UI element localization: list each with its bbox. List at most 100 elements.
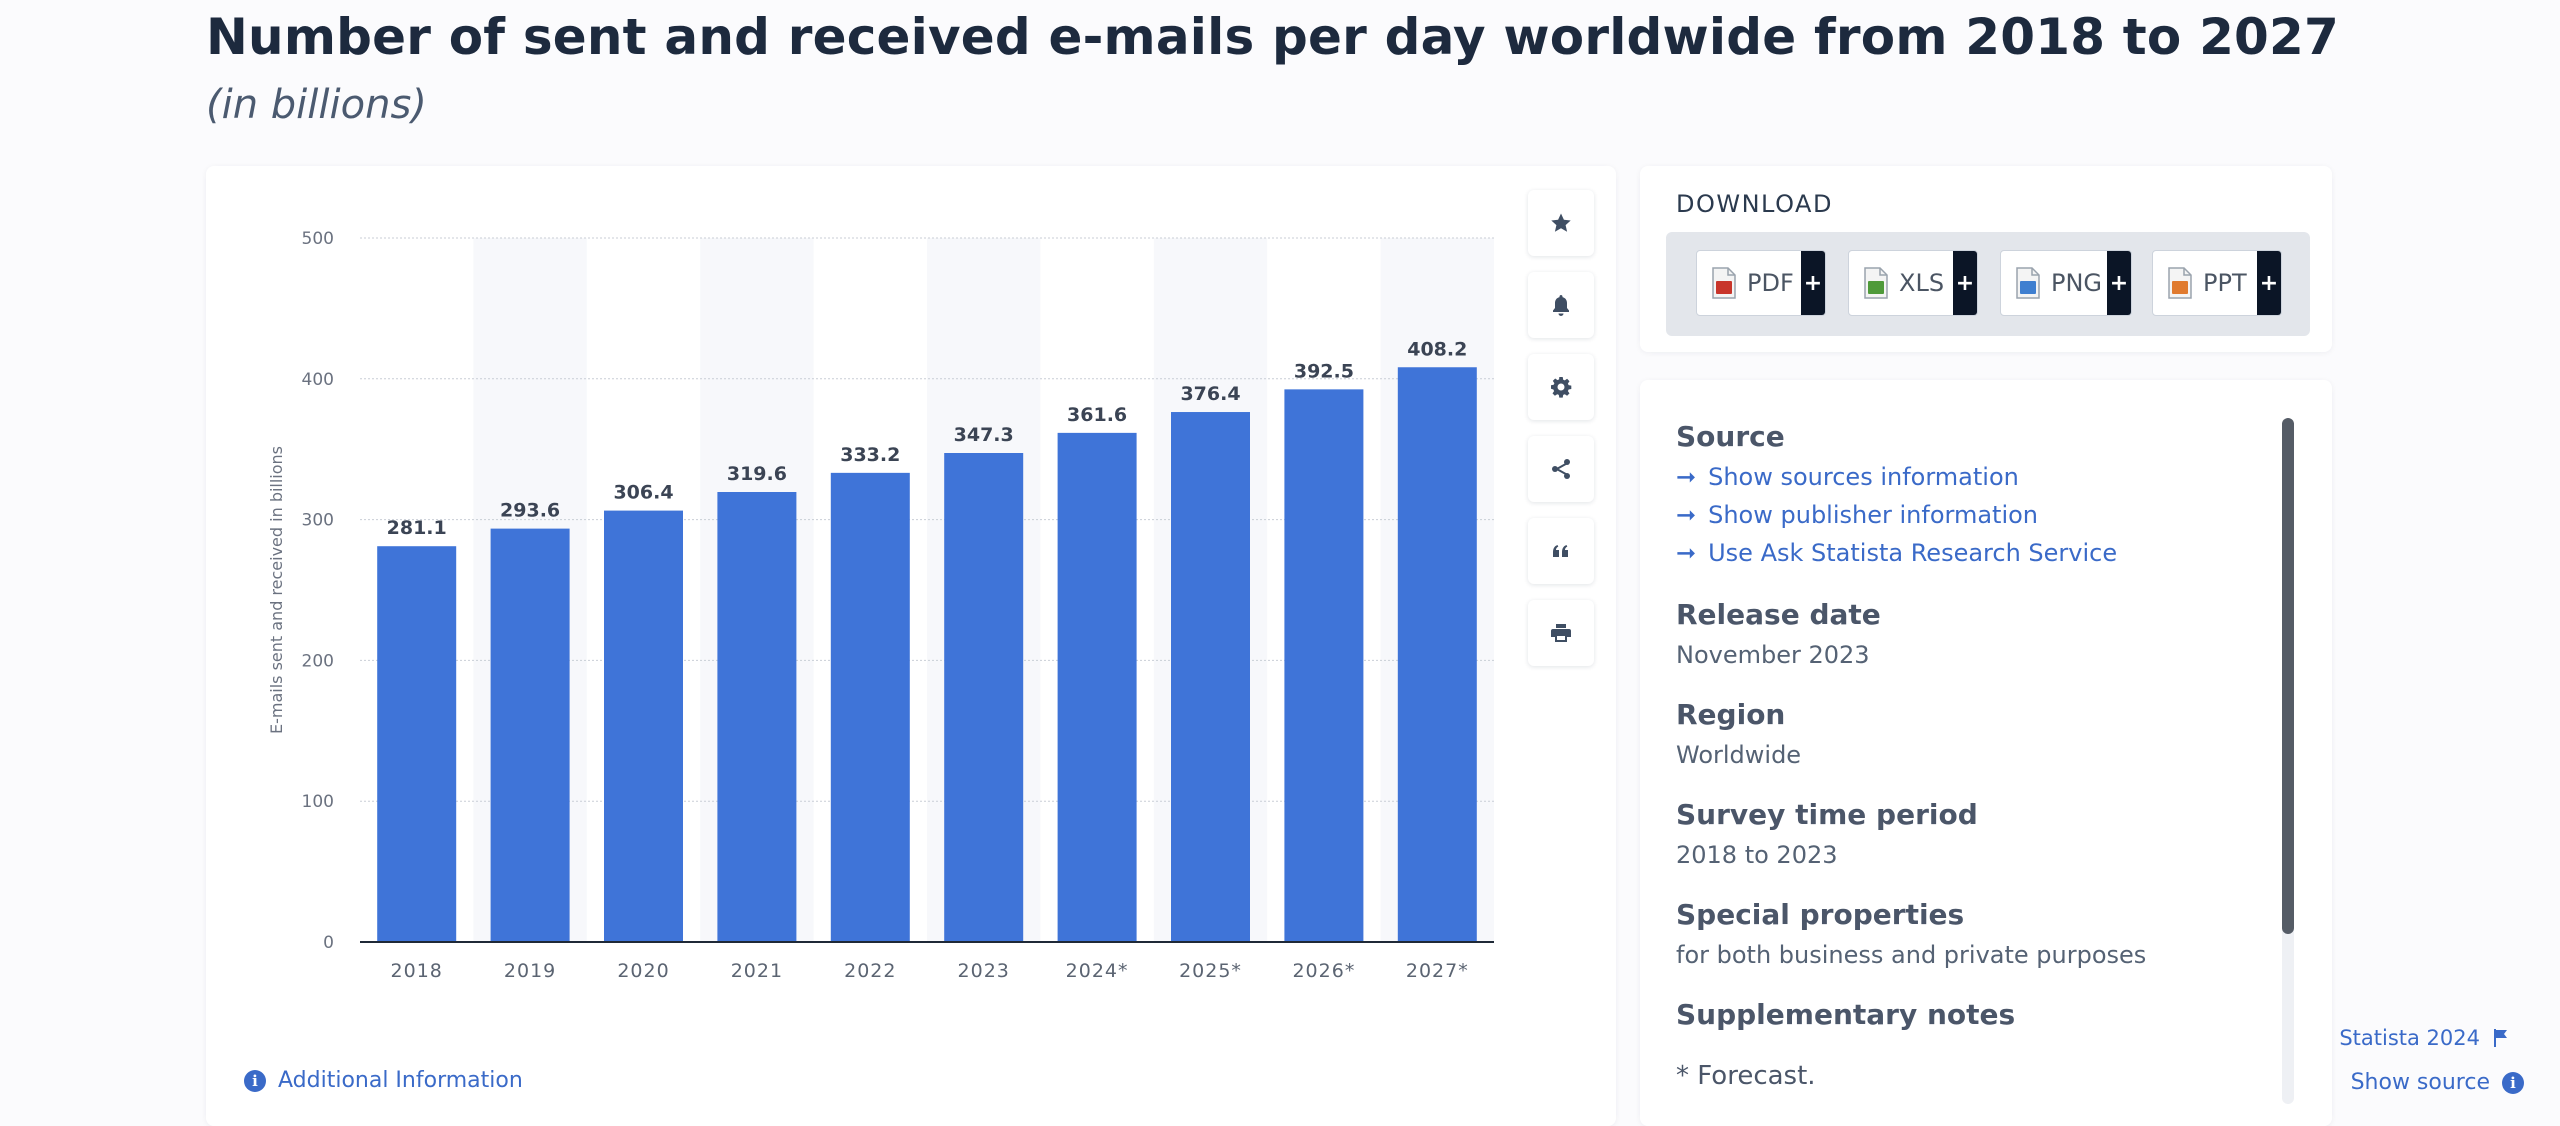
data-label: 333.2 — [840, 444, 900, 466]
bar — [1057, 432, 1137, 942]
region-section: Region Worldwide — [1676, 698, 1801, 769]
data-label: 361.6 — [1067, 404, 1127, 426]
notification-button[interactable] — [1528, 272, 1594, 338]
data-label: 347.3 — [954, 424, 1014, 446]
bar — [604, 510, 683, 942]
arrow-right-icon: ➞ — [1676, 463, 1697, 491]
y-tick-label: 500 — [302, 229, 334, 249]
bar — [830, 472, 910, 942]
survey-period-section: Survey time period 2018 to 2023 — [1676, 798, 1978, 869]
additional-information-label: Additional Information — [278, 1068, 523, 1093]
scrollbar-thumb[interactable] — [2282, 418, 2294, 934]
bar — [717, 492, 797, 942]
supplementary-notes-section: Supplementary notes * Forecast. — [1676, 998, 2015, 1091]
bell-icon — [1553, 295, 1569, 316]
download-pdf-label: PDF — [1747, 269, 1794, 297]
data-label: 392.5 — [1294, 360, 1354, 382]
bar — [1397, 367, 1477, 942]
star-icon — [1551, 213, 1571, 232]
show-publisher-label: Show publisher information — [1708, 501, 2039, 529]
cite-button[interactable] — [1528, 518, 1594, 584]
plus-icon: + — [2107, 251, 2131, 315]
y-tick-label: 0 — [323, 933, 334, 953]
plus-icon: + — [2257, 251, 2281, 315]
data-label: 293.6 — [500, 500, 560, 522]
supplementary-notes-heading: Supplementary notes — [1676, 998, 2016, 1031]
x-tick-label: 2027* — [1406, 960, 1469, 982]
data-label: 319.6 — [727, 463, 787, 485]
bar — [490, 528, 570, 942]
y-tick-label: 100 — [302, 792, 334, 812]
survey-period-heading: Survey time period — [1676, 798, 1978, 831]
source-section: Source ➞ Show sources information ➞ Show p… — [1676, 420, 2117, 577]
arrow-right-icon: ➞ — [1676, 501, 1697, 529]
plus-icon: + — [1953, 251, 1977, 315]
download-ppt-label: PPT — [2203, 269, 2247, 297]
pdf-file-icon — [1711, 267, 1737, 299]
y-tick-label: 300 — [302, 511, 334, 531]
print-button[interactable] — [1528, 600, 1594, 666]
y-tick-label: 200 — [302, 651, 334, 671]
show-source-label: Show source — [2350, 1070, 2490, 1095]
page-title: Number of sent and received e-mails per … — [206, 8, 2340, 66]
statistic-details-panel: Source ➞ Show sources information ➞ Show p… — [1640, 380, 2332, 1126]
show-source-link[interactable]: Show source i — [2351, 1070, 2524, 1095]
download-buttons: PDF + XLS + PNG + PPT + — [1666, 232, 2310, 336]
favorite-button[interactable] — [1528, 190, 1594, 256]
x-tick-label: 2023 — [958, 960, 1010, 982]
ppt-file-icon — [2167, 267, 2193, 299]
y-axis-title: E-mails sent and received in billions — [267, 446, 286, 734]
plus-icon: + — [1801, 251, 1825, 315]
x-tick-label: 2026* — [1292, 960, 1355, 982]
show-publisher-link[interactable]: ➞ Show publisher information — [1676, 501, 2117, 529]
download-png-label: PNG — [2051, 269, 2103, 297]
bar — [1171, 412, 1250, 942]
data-label: 281.1 — [387, 517, 447, 539]
download-xls-label: XLS — [1899, 269, 1945, 297]
bar — [1284, 389, 1364, 942]
region-heading: Region — [1676, 698, 1786, 731]
release-date-value: November 2023 — [1676, 641, 1870, 669]
special-properties-section: Special properties for both business and… — [1676, 898, 2146, 969]
arrow-right-icon: ➞ — [1676, 539, 1697, 567]
region-value: Worldwide — [1676, 741, 1802, 769]
x-tick-label: 2021 — [731, 960, 783, 982]
ask-statista-label: Use Ask Statista Research Service — [1708, 539, 2118, 567]
x-tick-label: 2018 — [391, 960, 443, 982]
print-icon — [1551, 624, 1571, 642]
x-tick-label: 2020 — [617, 960, 669, 982]
download-png-button[interactable]: PNG + — [2000, 250, 2132, 316]
download-ppt-button[interactable]: PPT + — [2152, 250, 2282, 316]
data-label: 408.2 — [1407, 338, 1467, 360]
bar — [944, 453, 1024, 942]
data-label: 376.4 — [1180, 383, 1240, 405]
download-panel: DOWNLOAD PDF + XLS + PNG + PPT + — [1640, 166, 2332, 352]
share-button[interactable] — [1528, 436, 1594, 502]
download-xls-button[interactable]: XLS + — [1848, 250, 1978, 316]
source-heading: Source — [1676, 420, 1785, 453]
release-date-heading: Release date — [1676, 598, 1881, 631]
flag-icon — [2494, 1029, 2507, 1047]
show-sources-label: Show sources information — [1708, 463, 2019, 491]
additional-information-link[interactable]: i Additional Information — [244, 1068, 523, 1093]
page-subtitle: (in billions) — [206, 82, 427, 128]
info-icon: i — [2502, 1071, 2524, 1094]
data-label: 306.4 — [613, 482, 673, 504]
download-pdf-button[interactable]: PDF + — [1696, 250, 1826, 316]
x-tick-label: 2024* — [1066, 960, 1129, 982]
chart-card: 0 100 200 300 400 500 E-mails sent and receive… — [206, 166, 1616, 1126]
settings-button[interactable] — [1528, 354, 1594, 420]
xls-file-icon — [1863, 267, 1889, 299]
x-tick-label: 2019 — [504, 960, 556, 982]
ask-statista-link[interactable]: ➞ Use Ask Statista Research Service — [1676, 539, 2117, 567]
download-title: DOWNLOAD — [1676, 190, 1833, 218]
bar — [377, 546, 457, 942]
y-tick-label: 400 — [302, 370, 334, 390]
copyright[interactable]: © Statista 2024 — [2312, 1026, 2510, 1050]
special-properties-value: for both business and private purposes — [1676, 941, 2147, 969]
x-tick-label: 2022 — [844, 960, 896, 982]
supplementary-notes-value: * Forecast. — [1676, 1061, 1816, 1091]
show-sources-link[interactable]: ➞ Show sources information — [1676, 463, 2117, 491]
info-icon: i — [244, 1069, 266, 1092]
survey-period-value: 2018 to 2023 — [1676, 841, 1838, 869]
